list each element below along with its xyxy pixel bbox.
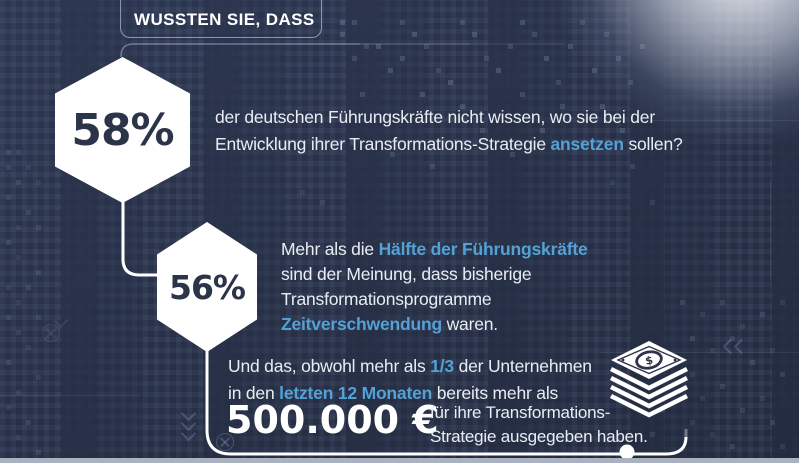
circuit-squares	[0, 0, 5, 5]
body-text: Und das, obwohl mehr als	[228, 356, 431, 376]
page-title: WUSSTEN SIE, DASS	[134, 10, 315, 29]
stat-value-56: 56%	[169, 267, 246, 307]
accent-text: Hälfte der Führungskräfte	[378, 239, 588, 259]
header-badge: WUSSTEN SIE, DASS	[120, 0, 322, 38]
circuit-line	[770, 180, 771, 280]
accent-text: ansetzen	[550, 134, 624, 154]
circuit-line	[0, 395, 140, 396]
spend-amount-caption: für ihre Transformations- Strategie ausg…	[430, 403, 648, 446]
accent-text: Zeitverschwendung	[281, 314, 442, 334]
body-text: der deutschen Führungskräfte nicht wisse…	[215, 107, 655, 154]
body-text: sind der Meinung, dass bisherige Transfo…	[281, 264, 532, 309]
fact-56-text: Mehr als die Hälfte der Führungskräfte s…	[281, 237, 641, 337]
fact-58-text: der deutschen Führungskräfte nicht wisse…	[215, 104, 755, 158]
stat-value-58: 58%	[71, 104, 174, 156]
body-text: der Unternehmen in den	[228, 356, 592, 403]
body-text: Mehr als die	[281, 239, 379, 259]
body-text: waren.	[441, 314, 499, 334]
spend-amount: 500.000 €	[226, 398, 439, 442]
body-text: bereits mehr als	[432, 383, 559, 403]
body-text: sollen?	[623, 134, 683, 154]
bottom-section-edge	[0, 458, 799, 463]
fact-spend-text: Und das, obwohl mehr als 1/3 der Unterne…	[228, 353, 648, 407]
accent-text: letzten 12 Monaten	[279, 383, 433, 403]
circle-x-icon	[42, 324, 60, 342]
accent-text: 1/3	[430, 356, 454, 376]
